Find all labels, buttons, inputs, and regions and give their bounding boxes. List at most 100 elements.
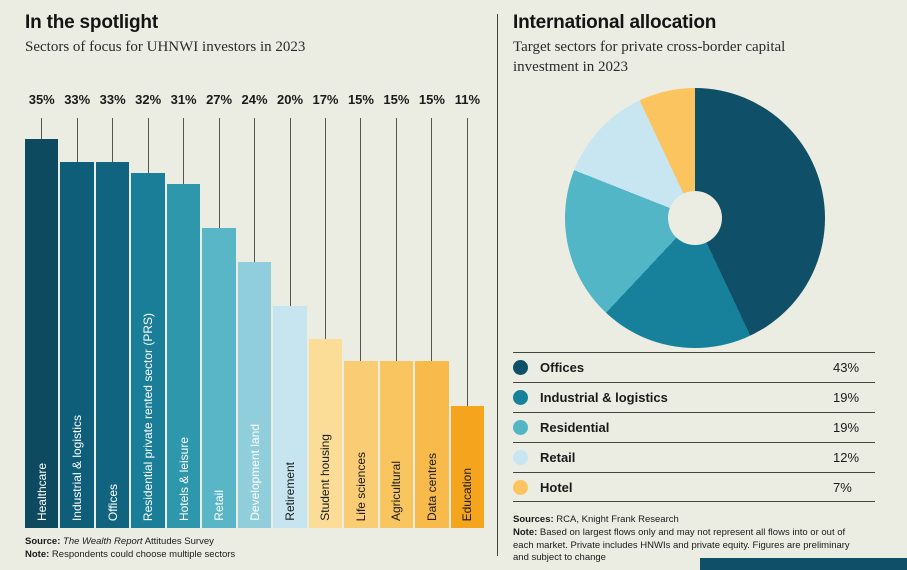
bar-value-label: 32% <box>135 92 162 107</box>
leader-line <box>254 118 256 262</box>
legend-row: Hotel 7% <box>513 472 875 502</box>
bar-value-label: 11% <box>454 92 481 107</box>
pie-legend: Offices 43% Industrial & logistics 19% Resid… <box>513 352 875 502</box>
source-publication: The Wealth Report <box>60 536 143 547</box>
bar-category-label: Hotels & leisure <box>176 436 191 521</box>
bar-value-label: 27% <box>206 92 233 107</box>
note-text: Based on largest flows only and may not … <box>513 526 850 564</box>
sources-label: Sources: <box>513 514 554 525</box>
bar-slot: 32% Residential private rented sector (PR… <box>131 92 165 528</box>
legend-label: Industrial & logistics <box>540 390 668 405</box>
source-label: Source: <box>25 536 61 547</box>
bar-value-label: 15% <box>383 92 410 107</box>
leader-line <box>76 118 78 162</box>
left-panel-subtitle: Sectors of focus for UHNWI investors in … <box>25 39 306 55</box>
legend-row: Residential 19% <box>513 412 875 442</box>
legend-color-dot <box>513 420 528 435</box>
legend-value: 43% <box>833 360 860 375</box>
bar: Data centres <box>415 361 449 528</box>
bar-category-label: Life sciences <box>353 451 368 521</box>
right-panel-title: International allocation <box>513 12 717 33</box>
note-line: Note: Respondents could choose multiple … <box>25 549 235 562</box>
legend-row: Offices 43% <box>513 352 875 382</box>
leader-line <box>466 118 468 406</box>
bar-category-label: Healthcare <box>34 462 49 521</box>
note-line: Note: Based on largest flows only and ma… <box>513 527 865 565</box>
leader-line <box>41 118 43 139</box>
bar-value-label: 35% <box>28 92 55 107</box>
bar-value-label: 20% <box>277 92 304 107</box>
bar-slot: 15% Data centres <box>415 92 449 528</box>
panel-divider <box>497 14 498 556</box>
bar-value-label: 17% <box>312 92 339 107</box>
note-text: Respondents could choose multiple sector… <box>49 548 236 560</box>
legend-row: Industrial & logistics 19% <box>513 382 875 412</box>
legend-value: 19% <box>833 420 860 435</box>
leader-line <box>289 118 291 306</box>
legend-color-dot <box>513 360 528 375</box>
bar-slot: 15% Agricultural <box>379 92 414 528</box>
pie-hole <box>668 191 722 245</box>
footer-band <box>700 558 907 570</box>
legend-value: 7% <box>833 479 852 495</box>
bar-value-label: 33% <box>64 92 91 107</box>
left-panel-title: In the spotlight <box>25 12 158 33</box>
bar-slot: 35% Healthcare <box>25 92 59 528</box>
leader-line <box>395 118 397 361</box>
legend-label: Retail <box>540 450 576 465</box>
legend-color-dot <box>513 479 528 495</box>
left-panel-notes: Source: The Wealth Report Attitudes Surv… <box>25 536 235 562</box>
bar-slot: 33% Industrial & logistics <box>60 92 94 528</box>
leader-line <box>147 118 149 173</box>
right-panel-notes: Sources: RCA, Knight Frank Research Note… <box>513 514 865 565</box>
leader-line <box>324 118 326 339</box>
bar-slot: 33% Offices <box>95 92 130 528</box>
legend-color-dot <box>513 390 528 405</box>
bar-slot: 24% Development land <box>237 92 272 528</box>
legend-label: Hotel <box>540 479 573 495</box>
leader-line <box>360 118 362 361</box>
bar: Hotels & leisure <box>166 184 201 528</box>
note-label: Note: <box>513 526 538 538</box>
bar-category-label: Student housing <box>318 434 333 521</box>
bar-category-label: Retirement <box>283 462 298 521</box>
bar: Retail <box>202 228 236 528</box>
leader-line <box>218 118 220 228</box>
legend-row: Retail 12% <box>513 442 875 472</box>
bar: Residential private rented sector (PRS) <box>131 173 165 528</box>
bar: Life sciences <box>344 361 378 528</box>
source-line: Source: The Wealth Report Attitudes Surv… <box>25 536 235 549</box>
legend-value: 19% <box>833 390 860 405</box>
bar: Education <box>450 406 485 528</box>
note-label: Note: <box>25 548 50 560</box>
pie-chart <box>565 88 825 348</box>
bar-slot: 31% Hotels & leisure <box>166 92 201 528</box>
right-panel-subtitle: Target sectors for private cross-border … <box>513 39 786 75</box>
bar-category-label: Data centres <box>424 452 439 521</box>
leader-line <box>183 118 185 184</box>
source-rest: Attitudes Survey <box>142 536 214 547</box>
bar-category-label: Offices <box>105 483 120 521</box>
bar-value-label: 15% <box>347 92 374 107</box>
bar-value-label: 31% <box>170 92 197 107</box>
bar-slot: 17% Student housing <box>308 92 343 528</box>
bar: Retirement <box>273 306 307 528</box>
legend-label: Offices <box>540 360 585 375</box>
sources-text: RCA, Knight Frank Research <box>553 514 679 525</box>
bar: Development land <box>237 262 272 528</box>
bar: Offices <box>95 162 130 528</box>
leader-line <box>431 118 433 361</box>
sources-line: Sources: RCA, Knight Frank Research <box>513 514 865 527</box>
bar-slot: 20% Retirement <box>273 92 307 528</box>
bar-slot: 11% Education <box>450 92 485 528</box>
bar-value-label: 33% <box>99 92 126 107</box>
leader-line <box>112 118 114 162</box>
bar-category-label: Retail <box>212 490 227 521</box>
bar-slot: 27% Retail <box>202 92 236 528</box>
bar-category-label: Education <box>460 467 475 521</box>
legend-color-dot <box>513 450 528 465</box>
bar-value-label: 15% <box>418 92 445 107</box>
bar: Healthcare <box>25 139 59 528</box>
legend-label: Residential <box>540 420 610 435</box>
